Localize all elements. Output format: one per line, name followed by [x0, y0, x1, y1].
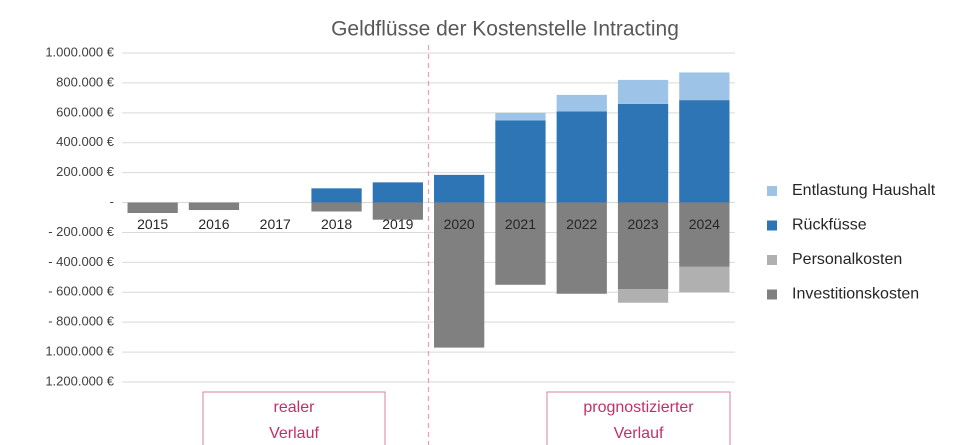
y-tick-label: - 400.000 €: [48, 254, 115, 269]
bar-segment: [127, 202, 178, 214]
bar-segment: [679, 266, 730, 293]
x-tick-label: 2016: [198, 216, 229, 232]
annotation-box: [546, 391, 731, 445]
x-tick-label: 2015: [137, 216, 168, 232]
y-tick-label: 800.000 €: [56, 74, 115, 89]
bar-segment: [679, 72, 730, 101]
bar-segment: [617, 202, 669, 290]
bar-segment: [617, 79, 669, 104]
bar-segment: [311, 202, 362, 212]
bar-segment: [372, 202, 423, 220]
y-tick-label: 600.000 €: [56, 104, 115, 119]
bar-segment: [495, 112, 546, 121]
x-tick-label: 2024: [689, 216, 720, 232]
legend-label: Entlastung Haushalt: [792, 182, 936, 199]
y-tick-label: 200.000 €: [56, 164, 115, 179]
x-tick-label: 2017: [260, 216, 291, 232]
bar-segment: [311, 188, 362, 203]
y-tick-label: 1.000.000 €: [45, 344, 114, 359]
chart-title: Geldflüsse der Kostenstelle Intracting: [331, 18, 679, 41]
bar-segment: [617, 103, 669, 203]
bar-segment: [434, 174, 485, 203]
bar-segment: [556, 94, 607, 112]
bar-segment: [679, 202, 730, 267]
bar-segment: [556, 111, 607, 203]
annotation-text: realer: [274, 399, 316, 416]
y-tick-label: - 800.000 €: [48, 314, 115, 329]
legend-label: Rückfüsse: [792, 217, 867, 234]
y-tick-label: 1.200.000 €: [45, 373, 114, 388]
x-tick-label: 2020: [444, 216, 475, 232]
bar-segment: [679, 100, 730, 203]
annotation-text: Verlauf: [269, 425, 319, 442]
y-tick-label: 400.000 €: [56, 134, 115, 149]
x-tick-label: 2022: [566, 216, 597, 232]
legend-swatch: [767, 186, 777, 196]
bar-segment: [188, 202, 240, 211]
x-tick-label: 2019: [382, 216, 413, 232]
annotation-box: [202, 391, 386, 445]
annotation-text: prognostizierter: [583, 399, 694, 416]
legend-swatch: [767, 289, 777, 300]
y-tick-label: 1.000.000 €: [45, 44, 114, 59]
x-tick-label: 2023: [627, 216, 658, 232]
annotation-text: Verlauf: [614, 425, 664, 442]
bar-segment: [617, 289, 669, 303]
y-tick-label: - 600.000 €: [48, 284, 115, 299]
x-tick-label: 2018: [321, 216, 352, 232]
legend-swatch: [767, 220, 777, 231]
y-tick-label: - 200.000 €: [48, 224, 115, 239]
legend-label: Personalkosten: [792, 251, 902, 268]
x-tick-label: 2021: [505, 216, 536, 232]
bar-segment: [434, 202, 485, 348]
bar-segment: [495, 120, 546, 203]
bar-segment: [556, 202, 607, 294]
bar-segment: [372, 182, 423, 203]
y-tick-label: -: [110, 194, 114, 209]
bar-segment: [495, 202, 546, 285]
legend-label: Investitionskosten: [792, 286, 919, 303]
legend-swatch: [767, 255, 777, 265]
